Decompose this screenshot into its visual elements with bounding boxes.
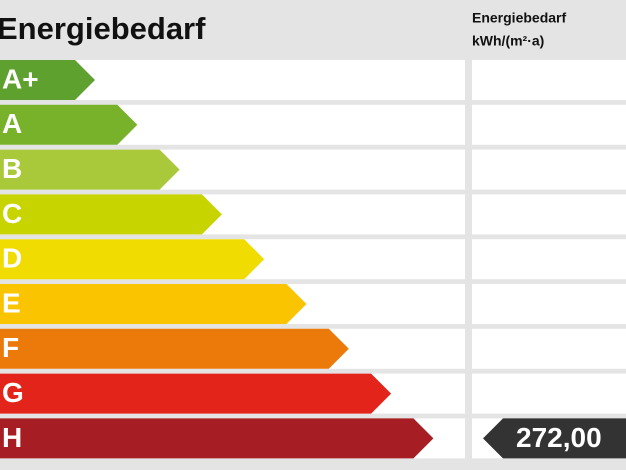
row-right — [472, 149, 626, 190]
indicator-arrow — [483, 418, 626, 459]
class-arrow — [0, 60, 95, 100]
row-right — [472, 284, 626, 324]
row-right — [472, 239, 626, 280]
class-arrow — [0, 194, 222, 235]
class-label: D — [2, 243, 22, 274]
class-label: A+ — [2, 63, 39, 94]
class-label: F — [2, 332, 19, 363]
row-right — [472, 104, 626, 145]
indicator-value: 272,00 — [516, 422, 602, 453]
class-label: C — [2, 198, 22, 229]
class-arrow — [0, 328, 349, 369]
class-label: H — [2, 422, 22, 453]
class-arrow — [0, 239, 265, 280]
title: Energiebedarf — [0, 11, 206, 46]
row-right — [472, 328, 626, 369]
class-label: A — [2, 108, 22, 139]
row-right — [472, 373, 626, 414]
class-label: E — [2, 287, 21, 318]
class-arrow — [0, 418, 434, 459]
row-right — [472, 60, 626, 100]
unit: kWh/(m²·a) — [472, 33, 544, 49]
row-right — [472, 194, 626, 235]
class-arrow — [0, 373, 392, 414]
class-label: B — [2, 153, 22, 184]
class-label: G — [2, 377, 24, 408]
unit-title: Energiebedarf — [472, 10, 566, 26]
class-arrow — [0, 149, 180, 190]
class-arrow — [0, 104, 138, 145]
class-arrow — [0, 284, 307, 324]
